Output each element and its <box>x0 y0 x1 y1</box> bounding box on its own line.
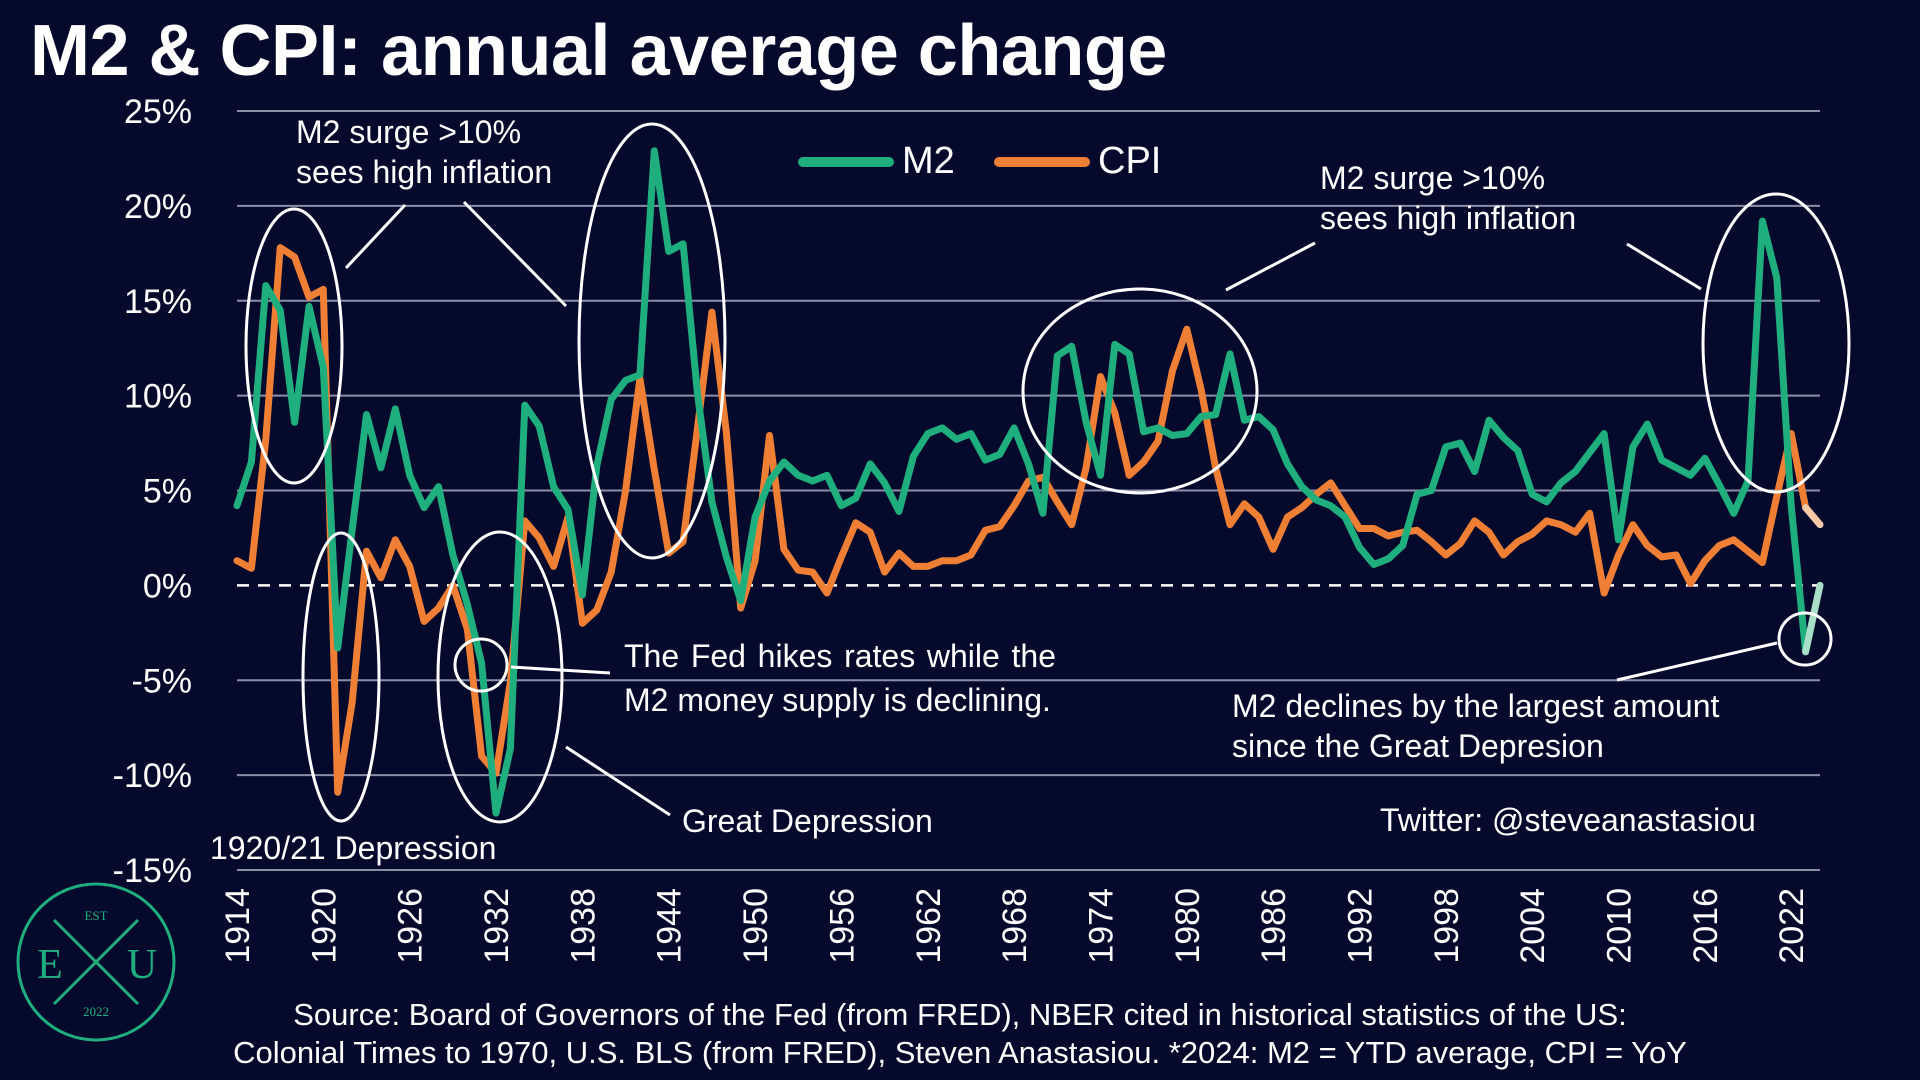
x-tick-label: 1986 <box>1255 888 1293 964</box>
annotation-surge-left: M2 surge >10% sees high inflation <box>296 112 552 192</box>
pointer-left-surge-a <box>344 203 407 270</box>
source-line-2: Colonial Times to 1970, U.S. BLS (from F… <box>233 1035 1687 1070</box>
pointer-left-surge-b <box>462 200 568 308</box>
legend-item-m2: M2 <box>798 140 955 183</box>
ellipse-ww2-surge <box>577 122 727 560</box>
y-tick-label: 10% <box>124 378 192 416</box>
x-tick-label: 1920 <box>305 888 343 964</box>
y-tick-label: -10% <box>113 757 192 795</box>
annotation-fed-hikes: The Fed hikes rates while the M2 money s… <box>624 638 1056 718</box>
annotation-m2-declines: M2 declines by the largest amount since … <box>1232 686 1719 766</box>
series-latest-cpi <box>1802 504 1824 529</box>
legend-item-cpi: CPI <box>994 140 1161 183</box>
x-tick-label: 1974 <box>1082 888 1120 964</box>
y-tick-label: -15% <box>113 852 192 890</box>
x-tick-label: 1938 <box>564 888 602 964</box>
pointer-great-depression <box>565 745 671 817</box>
annotation-great-depression: Great Depression <box>682 803 933 839</box>
y-tick-label: -5% <box>132 662 192 700</box>
y-tick-label: 0% <box>143 567 192 605</box>
logo-letter-u: U <box>127 942 157 988</box>
logo-year: 2022 <box>83 1004 109 1019</box>
x-tick-label: 1968 <box>996 888 1034 964</box>
x-tick-label: 1914 <box>219 888 257 964</box>
series-line-cpi <box>233 244 1810 796</box>
annotation-1920-depression: 1920/21 Depression <box>210 830 497 866</box>
ellipse-great-depression <box>436 530 564 824</box>
x-tick-label: 1962 <box>910 888 948 964</box>
y-axis-tick-labels: -15% -10% -5% 0% 5% 10% 15% 20% 25% <box>113 93 192 890</box>
annotation-surge-right-line1: M2 surge >10% <box>1320 160 1546 196</box>
circle-2023-decline <box>1777 611 1833 667</box>
x-axis-tick-labels: 1914 1920 1926 1932 1938 1944 1950 1956 1962 1968… <box>219 888 1811 964</box>
x-tick-label: 2022 <box>1773 888 1811 964</box>
x-tick-label: 2016 <box>1687 888 1725 964</box>
ellipse-1917-surge <box>244 207 344 485</box>
x-tick-label: 1950 <box>737 888 775 964</box>
x-tick-label: 1992 <box>1341 888 1379 964</box>
ellipse-1970s-surge <box>1021 287 1259 495</box>
legend-swatch-cpi <box>994 156 1090 167</box>
annotation-surge-right-line2: sees high inflation <box>1320 200 1577 236</box>
annotation-surge-left-line2: sees high inflation <box>296 154 553 190</box>
pointer-right-surge-a <box>1225 241 1316 292</box>
source-note: Source: Board of Governors of the Fed (f… <box>0 996 1920 1072</box>
annotation-surge-right: M2 surge >10% sees high inflation <box>1320 158 1576 238</box>
annotation-m2-declines-line1: M2 declines by the largest amount <box>1232 688 1720 724</box>
x-tick-label: 1944 <box>651 888 689 964</box>
x-tick-label: 1926 <box>392 888 430 964</box>
x-tick-label: 1998 <box>1428 888 1466 964</box>
logo-est: EST <box>84 908 107 923</box>
twitter-handle: Twitter: @steveanastasiou <box>1380 802 1756 838</box>
x-tick-label: 1956 <box>823 888 861 964</box>
y-tick-label: 15% <box>124 283 192 321</box>
series-line-m2 <box>233 147 1810 817</box>
annotation-m2-declines-line2: since the Great Depresion <box>1232 728 1604 764</box>
x-tick-label: 1980 <box>1169 888 1207 964</box>
logo: EST E U 2022 <box>16 882 176 1042</box>
y-tick-label: 5% <box>143 473 192 511</box>
annotation-surge-left-line1: M2 surge >10% <box>296 114 522 150</box>
series-latest-m2 <box>1802 581 1824 656</box>
legend-label-cpi: CPI <box>1098 140 1162 182</box>
series-lines <box>233 147 1824 817</box>
circle-fed-hikes <box>453 637 509 693</box>
annotation-callouts <box>244 122 1851 824</box>
source-line-1: Source: Board of Governors of the Fed (f… <box>293 997 1627 1032</box>
chart-title: M2 & CPI: annual average change <box>30 11 1167 91</box>
x-tick-label: 2004 <box>1514 888 1552 964</box>
ellipse-1920-depression <box>301 531 381 823</box>
legend-label-m2: M2 <box>902 140 955 182</box>
logo-letter-e: E <box>37 942 63 988</box>
logo-ring <box>16 882 176 1042</box>
x-tick-label: 2010 <box>1601 888 1639 964</box>
x-tick-label: 1932 <box>478 888 516 964</box>
pointer-fed-hikes <box>510 665 611 675</box>
y-tick-label: 25% <box>124 93 192 131</box>
ellipse-2020-surge <box>1701 192 1851 494</box>
y-tick-label: 20% <box>124 188 192 226</box>
pointer-2023-decline <box>1616 641 1778 682</box>
pointer-right-surge-b <box>1626 242 1702 291</box>
legend-swatch-m2 <box>798 156 894 167</box>
logo-x-stroke-2 <box>52 918 140 1006</box>
